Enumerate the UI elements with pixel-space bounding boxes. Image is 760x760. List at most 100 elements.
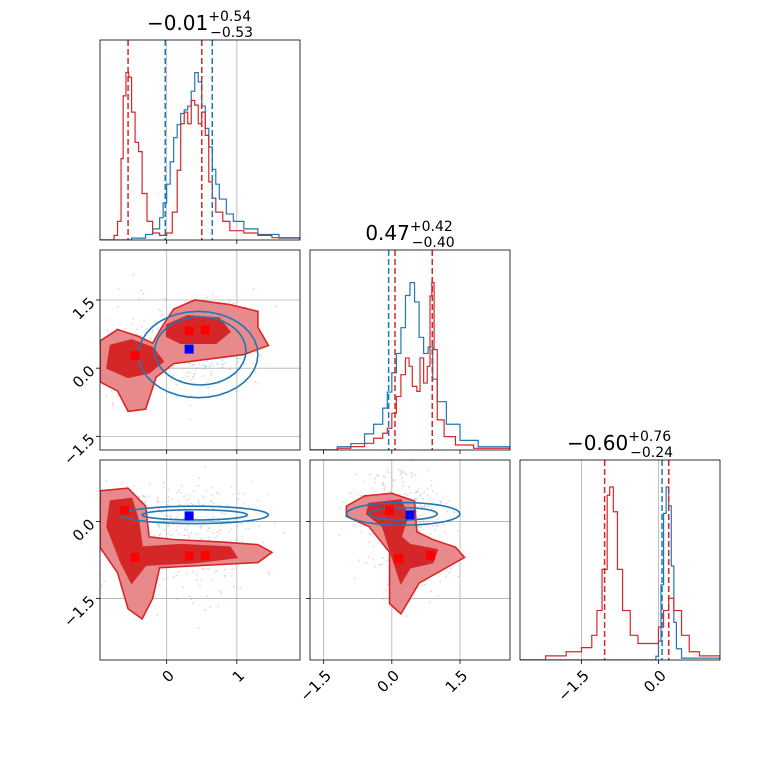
red-sample-point: [185, 529, 188, 531]
blue-sample-point: [256, 499, 259, 502]
blue-sample-point: [202, 495, 204, 498]
y-tick-label: 1.5: [69, 294, 99, 324]
blue-sample-point: [461, 515, 464, 518]
blue-sample-point: [213, 502, 215, 505]
blue-sample-point: [238, 357, 241, 360]
title-median: −0.60: [567, 431, 628, 455]
red-sample-point: [206, 529, 209, 532]
red-sample-point: [426, 494, 429, 497]
blue-sample-point: [430, 507, 433, 510]
blue-sample-point: [423, 512, 426, 515]
red-sample-point: [386, 583, 389, 586]
red-sample-point: [200, 578, 203, 581]
blue-sample-point: [198, 485, 200, 487]
red-sample-point: [268, 573, 271, 575]
red-sample-point: [91, 512, 93, 514]
blue-sample-point: [236, 372, 239, 374]
blue-sample-point: [382, 475, 385, 478]
blue-sample-point: [147, 495, 150, 498]
blue-sample-point: [185, 499, 188, 502]
red-sample-point: [206, 568, 209, 570]
blue-sample-point: [219, 524, 222, 527]
red-sample-point: [427, 504, 430, 507]
red-sample-point: [189, 404, 191, 407]
blue-sample-point: [175, 516, 178, 519]
red-sample-point: [195, 579, 198, 582]
red-sample-point: [377, 474, 380, 477]
blue-sample-point: [183, 528, 186, 531]
red-sample-point: [369, 453, 371, 455]
blue-sample-point: [241, 539, 244, 542]
blue-sample-point: [210, 372, 212, 375]
x-tick-label: 1.5: [442, 667, 472, 697]
blue-sample-point: [402, 481, 404, 483]
blue-sample-point: [161, 500, 163, 503]
red-sample-point: [82, 512, 84, 514]
blue-sample-point: [228, 507, 230, 510]
blue-sample-point: [197, 499, 200, 502]
blue-sample-point: [359, 494, 362, 497]
blue-sample-point: [423, 506, 426, 508]
red-sample-point: [399, 473, 402, 475]
axes-frame: [309, 249, 511, 451]
blue-sample-point: [210, 370, 213, 372]
red-sample-point: [367, 555, 370, 558]
blue-sample-point: [149, 531, 151, 534]
blue-sample-point: [250, 480, 253, 483]
red-sample-point: [383, 487, 386, 490]
red-sample-point: [425, 524, 428, 527]
blue-sample-point: [192, 377, 195, 380]
blue-sample-point: [356, 525, 358, 527]
blue-contour-inner: [153, 316, 247, 386]
red-sample-point: [267, 571, 270, 574]
red-sample-point: [160, 309, 163, 312]
red-sample-point: [96, 380, 98, 382]
blue-sample-point: [241, 535, 243, 538]
red-sample-point: [439, 572, 441, 575]
blue-sample-point: [166, 515, 169, 518]
panel-title-1: 0.47+0.42 −0.40: [365, 219, 454, 251]
blue-sample-point: [415, 491, 418, 494]
blue-sample-point: [430, 479, 432, 482]
blue-sample-point: [403, 471, 405, 473]
blue-sample-point: [394, 478, 397, 481]
red-sample-point: [116, 305, 119, 308]
blue-marker: [184, 344, 194, 354]
red-sample-point: [211, 578, 214, 581]
red-sample-point: [175, 574, 178, 577]
blue-sample-point: [217, 493, 220, 495]
blue-sample-point: [189, 493, 192, 496]
red-sample-point: [191, 602, 194, 605]
blue-sample-point: [120, 482, 123, 485]
red-sample-point: [252, 287, 255, 290]
y-tick-label: 0.0: [69, 515, 99, 545]
red-sample-point: [228, 300, 231, 302]
pair-panel-0-1: [95, 249, 301, 451]
blue-sample-point: [180, 491, 182, 494]
red-sample-point: [190, 379, 192, 382]
axes-frame: [99, 39, 301, 241]
red-sample-point: [161, 314, 163, 316]
red-sample-point: [200, 537, 203, 540]
red-sample-point: [233, 585, 235, 588]
blue-sample-point: [176, 491, 178, 494]
red-sample-point: [112, 402, 114, 405]
red-sample-point: [95, 355, 97, 357]
red-sample-point: [186, 572, 188, 575]
red-sample-point: [109, 389, 112, 392]
red-sample-point: [443, 531, 446, 533]
red-sample-point: [164, 297, 167, 300]
blue-sample-point: [397, 468, 400, 471]
blue-sample-point: [204, 466, 207, 469]
red-sample-point: [231, 574, 233, 577]
blue-sample-point: [191, 363, 193, 366]
red-marker: [200, 325, 210, 335]
red-marker: [130, 552, 140, 562]
red-sample-point: [439, 580, 442, 583]
red-sample-point: [384, 485, 387, 487]
red-marker: [130, 350, 140, 360]
blue-sample-point: [387, 471, 390, 474]
blue-sample-point: [179, 503, 181, 506]
red-sample-point: [374, 565, 376, 568]
red-sample-point: [149, 483, 152, 486]
